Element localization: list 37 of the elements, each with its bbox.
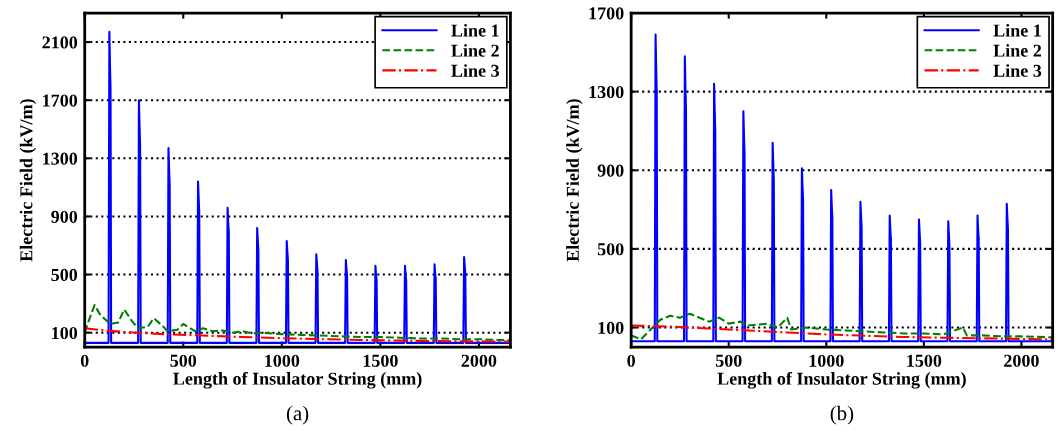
y-tick-label: 1300: [43, 152, 78, 165]
y-tick-label: 1300: [589, 85, 624, 99]
text: (a): [286, 405, 309, 425]
y-tick-label: 500: [51, 268, 78, 281]
legend-label: Line 3: [993, 64, 1042, 77]
legend-label: Line 1: [451, 23, 499, 37]
line-series: [84, 304, 511, 341]
line-series: [631, 324, 1053, 341]
x-axis-title: Length of Insulator String (mm): [717, 371, 966, 389]
x-tick-label: 1000: [265, 354, 300, 367]
line-series: [631, 312, 1053, 341]
x-tick-label: 2000: [461, 354, 497, 367]
line-series: [84, 327, 511, 343]
x-tick-label: 1500: [907, 354, 942, 367]
x-tick-label: 500: [170, 354, 197, 367]
x-axis-title: Length of Insulator String (mm): [173, 371, 422, 389]
x-tick-label: 0: [627, 354, 635, 367]
x-tick-label: 1000: [809, 354, 844, 367]
x-tick-label: 500: [715, 354, 742, 367]
legend-label: Line 2: [451, 44, 499, 57]
y-tick-label: 900: [597, 164, 624, 177]
y-tick-label: 900: [51, 210, 78, 223]
legend-label: Line 3: [451, 64, 499, 77]
x-tick-label: 2000: [1004, 354, 1039, 367]
legend-label: Line 1: [993, 23, 1041, 37]
y-tick-label: 1700: [589, 7, 624, 20]
x-tick-label: 0: [80, 354, 89, 367]
y-tick-label: 1700: [43, 94, 78, 107]
legend-label: Line 2: [993, 44, 1042, 57]
y-tick-label: 500: [597, 243, 624, 256]
y-axis-title: Electric Field (kV/m): [19, 99, 37, 262]
y-tick-label: 100: [52, 326, 78, 340]
x-tick-label: 1500: [363, 354, 398, 367]
y-tick-label: 100: [598, 321, 624, 334]
y-axis-title: Electric Field (kV/m): [566, 99, 583, 262]
text: (b): [830, 405, 854, 425]
y-tick-label: 2100: [42, 36, 78, 49]
